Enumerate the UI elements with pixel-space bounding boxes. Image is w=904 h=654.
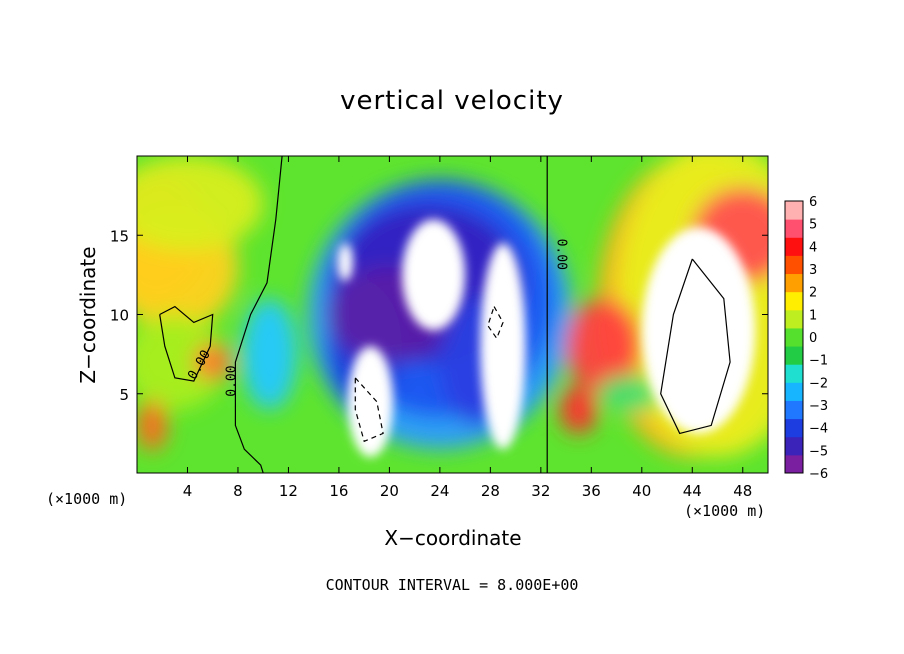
x-tick: 40 (632, 156, 651, 500)
colorbar-swatch (785, 273, 803, 293)
contour-negative-left (354, 377, 384, 443)
x-tick: 24 (430, 156, 449, 500)
colorbar-swatch (785, 418, 803, 438)
contour-negative-mid (487, 306, 504, 340)
x-tick: 28 (481, 156, 500, 500)
colorbar-tick-label: −4 (809, 422, 828, 437)
y-tick: 5 (119, 386, 768, 404)
y-axis-label: Z−coordinate (76, 246, 100, 384)
colorbar-tick-label: 4 (809, 240, 817, 255)
colorbar-swatch (785, 400, 803, 420)
colorbar-swatch (785, 327, 803, 347)
x-tick-label: 32 (531, 482, 550, 500)
x-tick: 20 (380, 156, 399, 500)
colorbar-tick-label: −2 (809, 376, 828, 391)
y-tick: 15 (110, 227, 768, 245)
colorbar-swatch (785, 346, 803, 365)
colorbar-tick-label: −1 (809, 354, 828, 369)
x-tick-label: 8 (233, 482, 243, 500)
y-tick: 10 (110, 307, 768, 325)
y-tick-label: 15 (110, 227, 129, 245)
x-tick-label: 4 (183, 482, 193, 500)
colorbar-swatch (785, 309, 803, 329)
chart-title: vertical velocity (340, 86, 564, 116)
x-tick-label: 12 (279, 482, 298, 500)
colorbar-frame (784, 200, 804, 474)
contour-interval-note: CONTOUR INTERVAL = 8.000E+00 (325, 576, 579, 594)
y-tick-label: 5 (119, 386, 129, 404)
x-tick-label: 36 (582, 482, 601, 500)
x-unit-label-right: (×1000 m) (684, 502, 766, 520)
colorbar-tick-label: −6 (809, 467, 828, 482)
colorbar-swatch (785, 219, 803, 238)
x-axis-ticks: 4 8 12 16 20 24 28 32 36 40 44 48 (183, 156, 752, 500)
x-tick: 8 (233, 156, 243, 500)
x-tick: 36 (582, 156, 601, 500)
colorbar-swatch (785, 454, 803, 474)
colorbar-swatch (785, 237, 803, 256)
heatmap-extremes-layer (337, 219, 756, 458)
contour-label: 0.00 (553, 239, 568, 270)
colorbar-swatch (785, 364, 803, 383)
colorbar-tick-label: −3 (809, 399, 828, 414)
x-tick-label: 40 (632, 482, 651, 500)
x-unit-label-left: (×1000 m) (46, 490, 128, 508)
x-tick-label: 24 (430, 482, 449, 500)
colorbar-swatch (785, 291, 803, 311)
colorbar-swatch (785, 201, 803, 220)
colorbar-tick-label: 5 (809, 218, 817, 233)
y-tick-label: 10 (110, 307, 129, 325)
x-tick: 32 (531, 156, 550, 500)
colorbar-tick-label: 0 (809, 331, 817, 346)
heatmap-field (137, 156, 768, 473)
x-axis-label: X−coordinate (384, 526, 522, 550)
colorbar-tick-label: 1 (809, 308, 817, 323)
colorbar-swatch (785, 255, 803, 275)
x-tick-label: 28 (481, 482, 500, 500)
x-tick: 44 (683, 156, 702, 500)
x-tick: 16 (329, 156, 348, 500)
zero-contours (159, 156, 731, 473)
colorbar-tick-label: 3 (809, 263, 817, 278)
x-tick-label: 48 (733, 482, 752, 500)
x-tick: 48 (733, 156, 752, 500)
x-tick-label: 16 (329, 482, 348, 500)
colorbar-tick-label: −5 (809, 444, 828, 459)
x-tick: 4 (183, 156, 193, 500)
colorbar-swatch (785, 436, 803, 456)
contour-zero-left (234, 156, 283, 473)
contour-label: 0.00 (224, 365, 239, 396)
x-tick-label: 20 (380, 482, 399, 500)
contour-positive-right (660, 258, 731, 435)
contour-zero-loop (159, 305, 214, 382)
colorbar-swatch (785, 382, 803, 401)
colorbar-tick-label: 2 (809, 286, 817, 301)
x-tick-label: 44 (683, 482, 702, 500)
colorbar: 6 5 4 3 2 1 0 −1 −2 −3 −4 −5 −6 (784, 195, 828, 482)
x-tick: 12 (279, 156, 298, 500)
colorbar-tick-label: 6 (809, 195, 817, 210)
y-axis-ticks: 5 10 15 (110, 227, 768, 404)
